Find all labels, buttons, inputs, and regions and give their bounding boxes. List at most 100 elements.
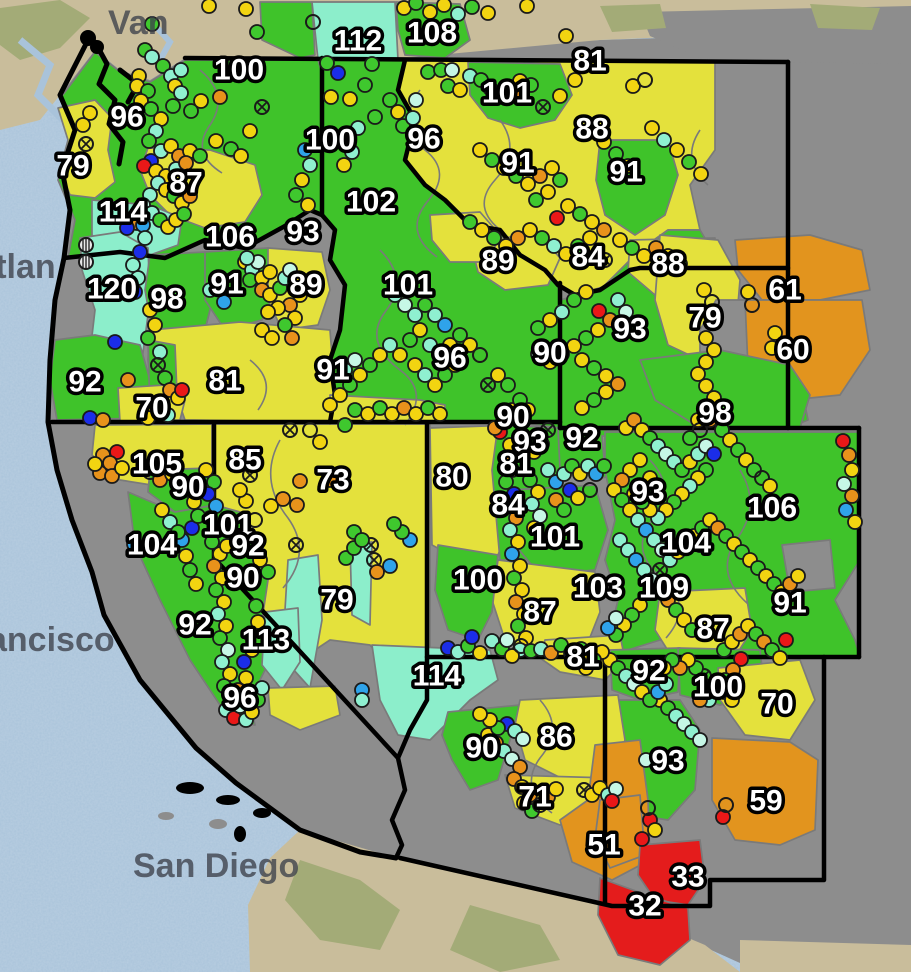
station-dot[interactable]: [250, 614, 266, 630]
basin-percent-label[interactable]: 59: [746, 781, 786, 821]
basin-percent-label[interactable]: 109: [635, 568, 692, 608]
station-dot[interactable]: [570, 652, 586, 668]
station-dot[interactable]: [715, 809, 731, 825]
station-dot[interactable]: [558, 28, 574, 44]
basin-percent-label[interactable]: 91: [498, 143, 538, 183]
basin-percent-label[interactable]: 81: [205, 361, 245, 401]
station-dot[interactable]: [254, 322, 270, 338]
station-dot[interactable]: [155, 58, 171, 74]
station-dot[interactable]: [164, 466, 180, 482]
basin-percent-label[interactable]: 91: [606, 152, 646, 192]
basin-percent-label[interactable]: 98: [147, 279, 187, 319]
station-dot[interactable]: [452, 327, 468, 343]
station-dot[interactable]: [624, 607, 640, 623]
station-dot[interactable]: [432, 347, 448, 363]
station-dot[interactable]: [305, 14, 321, 30]
station-dot[interactable]: [417, 297, 433, 313]
station-dot[interactable]: [447, 357, 463, 373]
station-no-data-icon[interactable]: [597, 252, 613, 268]
station-dot[interactable]: [634, 831, 650, 847]
station-dot[interactable]: [397, 297, 413, 313]
station-dot[interactable]: [838, 502, 854, 518]
station-dot[interactable]: [790, 568, 806, 584]
station-dot[interactable]: [606, 482, 622, 498]
station-dot[interactable]: [336, 157, 352, 173]
station-dot[interactable]: [698, 354, 714, 370]
station-dot[interactable]: [208, 582, 224, 598]
station-dot[interactable]: [692, 422, 708, 438]
station-dot[interactable]: [242, 626, 258, 642]
station-dot[interactable]: [432, 406, 448, 422]
station-dot[interactable]: [147, 317, 163, 333]
basin-percent-label[interactable]: 88: [572, 109, 612, 149]
basin-percent-label[interactable]: 84: [488, 485, 529, 525]
station-dot[interactable]: [142, 464, 158, 480]
station-dot[interactable]: [578, 330, 594, 346]
station-dot[interactable]: [232, 482, 248, 498]
station-dot[interactable]: [427, 307, 443, 323]
station-dot[interactable]: [484, 633, 500, 649]
station-dot[interactable]: [548, 781, 564, 797]
basin-percent-label[interactable]: 85: [225, 440, 265, 480]
station-dot[interactable]: [523, 77, 539, 93]
basin-percent-label[interactable]: 87: [520, 592, 560, 632]
station-dot[interactable]: [436, 0, 452, 13]
basin-percent-label[interactable]: 88: [648, 244, 688, 284]
basin-percent-label[interactable]: 101: [526, 517, 583, 557]
station-dot[interactable]: [600, 620, 616, 636]
basin-percent-label[interactable]: 100: [449, 560, 506, 600]
station-dot[interactable]: [632, 597, 648, 613]
station-no-data-icon[interactable]: [254, 99, 270, 115]
station-dot[interactable]: [408, 0, 424, 11]
station-dot[interactable]: [75, 117, 91, 133]
station-dot[interactable]: [515, 731, 531, 747]
station-dot[interactable]: [722, 432, 738, 448]
station-dot[interactable]: [552, 172, 568, 188]
station-dot[interactable]: [519, 0, 535, 14]
station-dot[interactable]: [452, 82, 468, 98]
station-dot[interactable]: [133, 93, 149, 109]
station-dot[interactable]: [543, 645, 559, 661]
station-dot[interactable]: [622, 462, 638, 478]
station-dot[interactable]: [344, 144, 360, 160]
station-dot[interactable]: [202, 282, 218, 298]
station-dot[interactable]: [841, 447, 857, 463]
station-dot[interactable]: [648, 240, 664, 256]
station-dot[interactable]: [684, 622, 700, 638]
station-dot[interactable]: [354, 532, 370, 548]
station-dot[interactable]: [137, 230, 153, 246]
station-dot[interactable]: [284, 330, 300, 346]
station-dot[interactable]: [554, 304, 570, 320]
station-dot[interactable]: [342, 377, 358, 393]
station-dot[interactable]: [408, 92, 424, 108]
station-dot[interactable]: [630, 512, 646, 528]
station-dot[interactable]: [532, 168, 548, 184]
station-dot[interactable]: [690, 366, 706, 382]
station-dot[interactable]: [618, 304, 634, 320]
station-dot[interactable]: [312, 434, 328, 450]
station-dot[interactable]: [733, 651, 749, 667]
station-dot[interactable]: [730, 442, 746, 458]
station-dot[interactable]: [500, 377, 516, 393]
station-dot[interactable]: [152, 344, 168, 360]
basin-percent-label[interactable]: 70: [757, 684, 797, 724]
station-dot[interactable]: [244, 642, 260, 658]
station-dot[interactable]: [242, 123, 258, 139]
station-dot[interactable]: [844, 488, 860, 504]
station-dot[interactable]: [176, 206, 192, 222]
station-dot[interactable]: [173, 85, 189, 101]
station-dot[interactable]: [622, 502, 638, 518]
station-dot[interactable]: [140, 410, 156, 426]
station-dot[interactable]: [472, 706, 488, 722]
basin-percent-label[interactable]: 98: [695, 393, 735, 433]
station-dot[interactable]: [120, 372, 136, 388]
station-dot[interactable]: [154, 502, 170, 518]
station-dot[interactable]: [239, 250, 255, 266]
station-dot[interactable]: [514, 89, 530, 105]
station-dot[interactable]: [183, 103, 199, 119]
station-dot[interactable]: [254, 680, 270, 696]
station-dot[interactable]: [626, 412, 642, 428]
station-dot[interactable]: [582, 230, 598, 246]
station-dot[interactable]: [542, 354, 558, 370]
